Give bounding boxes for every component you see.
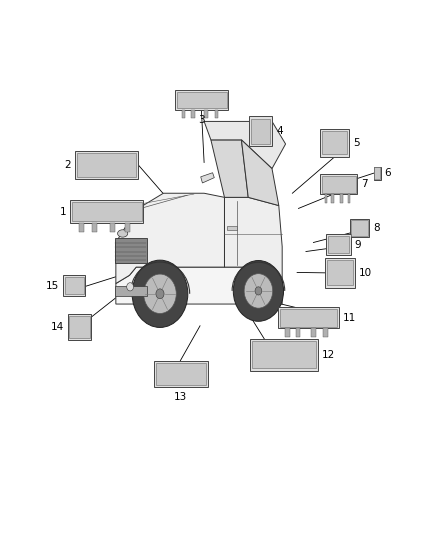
- Bar: [374, 166, 381, 180]
- Text: 3: 3: [198, 115, 205, 125]
- Bar: [322, 131, 347, 155]
- Polygon shape: [116, 267, 282, 304]
- Text: 1: 1: [59, 206, 66, 216]
- Text: 13: 13: [174, 392, 187, 402]
- Bar: [204, 110, 208, 118]
- Bar: [110, 223, 115, 232]
- Bar: [279, 309, 337, 327]
- Bar: [325, 258, 355, 288]
- Bar: [250, 339, 318, 371]
- Bar: [191, 110, 195, 118]
- Polygon shape: [204, 122, 286, 168]
- Bar: [155, 363, 206, 385]
- Polygon shape: [116, 193, 224, 284]
- Polygon shape: [201, 173, 214, 183]
- Bar: [328, 236, 350, 253]
- Bar: [351, 220, 367, 236]
- Circle shape: [244, 273, 273, 308]
- Bar: [348, 195, 350, 203]
- Bar: [67, 314, 92, 340]
- Text: 5: 5: [353, 138, 360, 148]
- Polygon shape: [241, 140, 279, 206]
- Bar: [320, 174, 357, 195]
- Text: 12: 12: [322, 350, 336, 360]
- Bar: [325, 195, 327, 203]
- Circle shape: [127, 282, 134, 291]
- Text: 7: 7: [361, 179, 367, 189]
- Circle shape: [144, 274, 176, 313]
- Bar: [125, 223, 130, 232]
- Bar: [79, 223, 84, 232]
- Polygon shape: [211, 140, 248, 197]
- Bar: [175, 90, 228, 110]
- Bar: [331, 195, 334, 203]
- Bar: [252, 342, 316, 368]
- Bar: [63, 276, 85, 296]
- Bar: [92, 223, 97, 232]
- Bar: [286, 328, 290, 337]
- Text: 6: 6: [385, 168, 391, 178]
- Bar: [374, 167, 380, 179]
- Bar: [70, 200, 143, 223]
- Bar: [115, 238, 148, 263]
- Bar: [177, 92, 226, 108]
- Circle shape: [132, 260, 188, 327]
- Text: 8: 8: [373, 223, 379, 233]
- Bar: [182, 110, 185, 118]
- Bar: [115, 286, 148, 296]
- Bar: [320, 129, 349, 157]
- Ellipse shape: [117, 230, 128, 237]
- Text: 11: 11: [343, 312, 356, 322]
- Bar: [251, 119, 270, 144]
- Bar: [311, 328, 315, 337]
- Text: 4: 4: [276, 126, 283, 136]
- Bar: [249, 117, 272, 146]
- Text: 2: 2: [64, 160, 71, 170]
- Bar: [64, 277, 84, 294]
- Circle shape: [255, 287, 262, 295]
- Circle shape: [233, 261, 283, 321]
- Bar: [323, 328, 328, 337]
- Circle shape: [156, 289, 164, 298]
- Text: 10: 10: [359, 268, 372, 278]
- Polygon shape: [224, 197, 282, 292]
- Bar: [71, 202, 141, 221]
- Bar: [154, 361, 208, 387]
- Bar: [327, 261, 353, 285]
- Text: 9: 9: [355, 239, 361, 249]
- Bar: [321, 175, 356, 193]
- Bar: [350, 219, 369, 237]
- Bar: [326, 235, 351, 255]
- Bar: [278, 307, 339, 328]
- Text: 15: 15: [46, 280, 59, 290]
- Bar: [77, 153, 136, 176]
- Bar: [69, 317, 90, 338]
- Bar: [227, 226, 237, 230]
- Bar: [296, 328, 300, 337]
- Bar: [340, 195, 343, 203]
- Bar: [75, 151, 138, 179]
- Bar: [215, 110, 219, 118]
- Text: 14: 14: [50, 322, 64, 332]
